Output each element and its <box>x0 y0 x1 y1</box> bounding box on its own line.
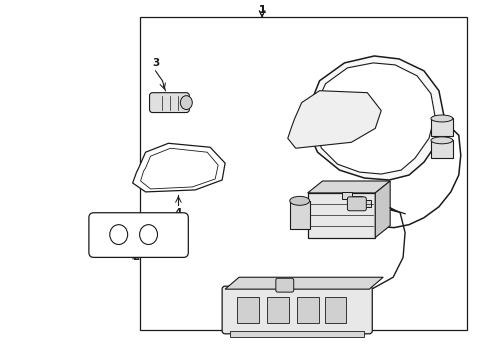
Polygon shape <box>133 143 225 192</box>
Bar <box>140 18 466 330</box>
Bar <box>297 297 318 323</box>
Text: 1: 1 <box>258 5 266 15</box>
Bar <box>352 196 362 203</box>
Bar <box>431 140 453 158</box>
Bar <box>230 331 365 337</box>
Ellipse shape <box>180 96 192 109</box>
Ellipse shape <box>290 196 310 205</box>
Polygon shape <box>141 148 218 189</box>
Ellipse shape <box>140 225 157 244</box>
FancyBboxPatch shape <box>89 213 188 257</box>
FancyBboxPatch shape <box>347 197 367 211</box>
Bar <box>361 200 371 207</box>
Text: 2: 2 <box>132 252 139 262</box>
Bar <box>237 297 259 323</box>
Polygon shape <box>288 91 381 148</box>
Polygon shape <box>375 181 390 238</box>
Ellipse shape <box>431 137 453 144</box>
Text: 4: 4 <box>175 208 182 218</box>
Bar <box>308 193 375 238</box>
Polygon shape <box>308 56 444 180</box>
Text: 5: 5 <box>381 183 388 193</box>
Bar <box>324 297 346 323</box>
Polygon shape <box>225 277 383 289</box>
Bar <box>343 192 352 199</box>
Polygon shape <box>308 181 390 193</box>
Text: 1: 1 <box>258 5 266 15</box>
Bar <box>290 201 310 229</box>
FancyBboxPatch shape <box>276 278 294 292</box>
Polygon shape <box>314 63 435 174</box>
Text: 3: 3 <box>152 58 159 68</box>
Bar <box>431 118 453 136</box>
Ellipse shape <box>431 115 453 122</box>
Bar <box>267 297 289 323</box>
Ellipse shape <box>110 225 128 244</box>
FancyBboxPatch shape <box>222 286 372 334</box>
FancyBboxPatch shape <box>149 93 189 113</box>
Text: 6: 6 <box>234 327 242 337</box>
